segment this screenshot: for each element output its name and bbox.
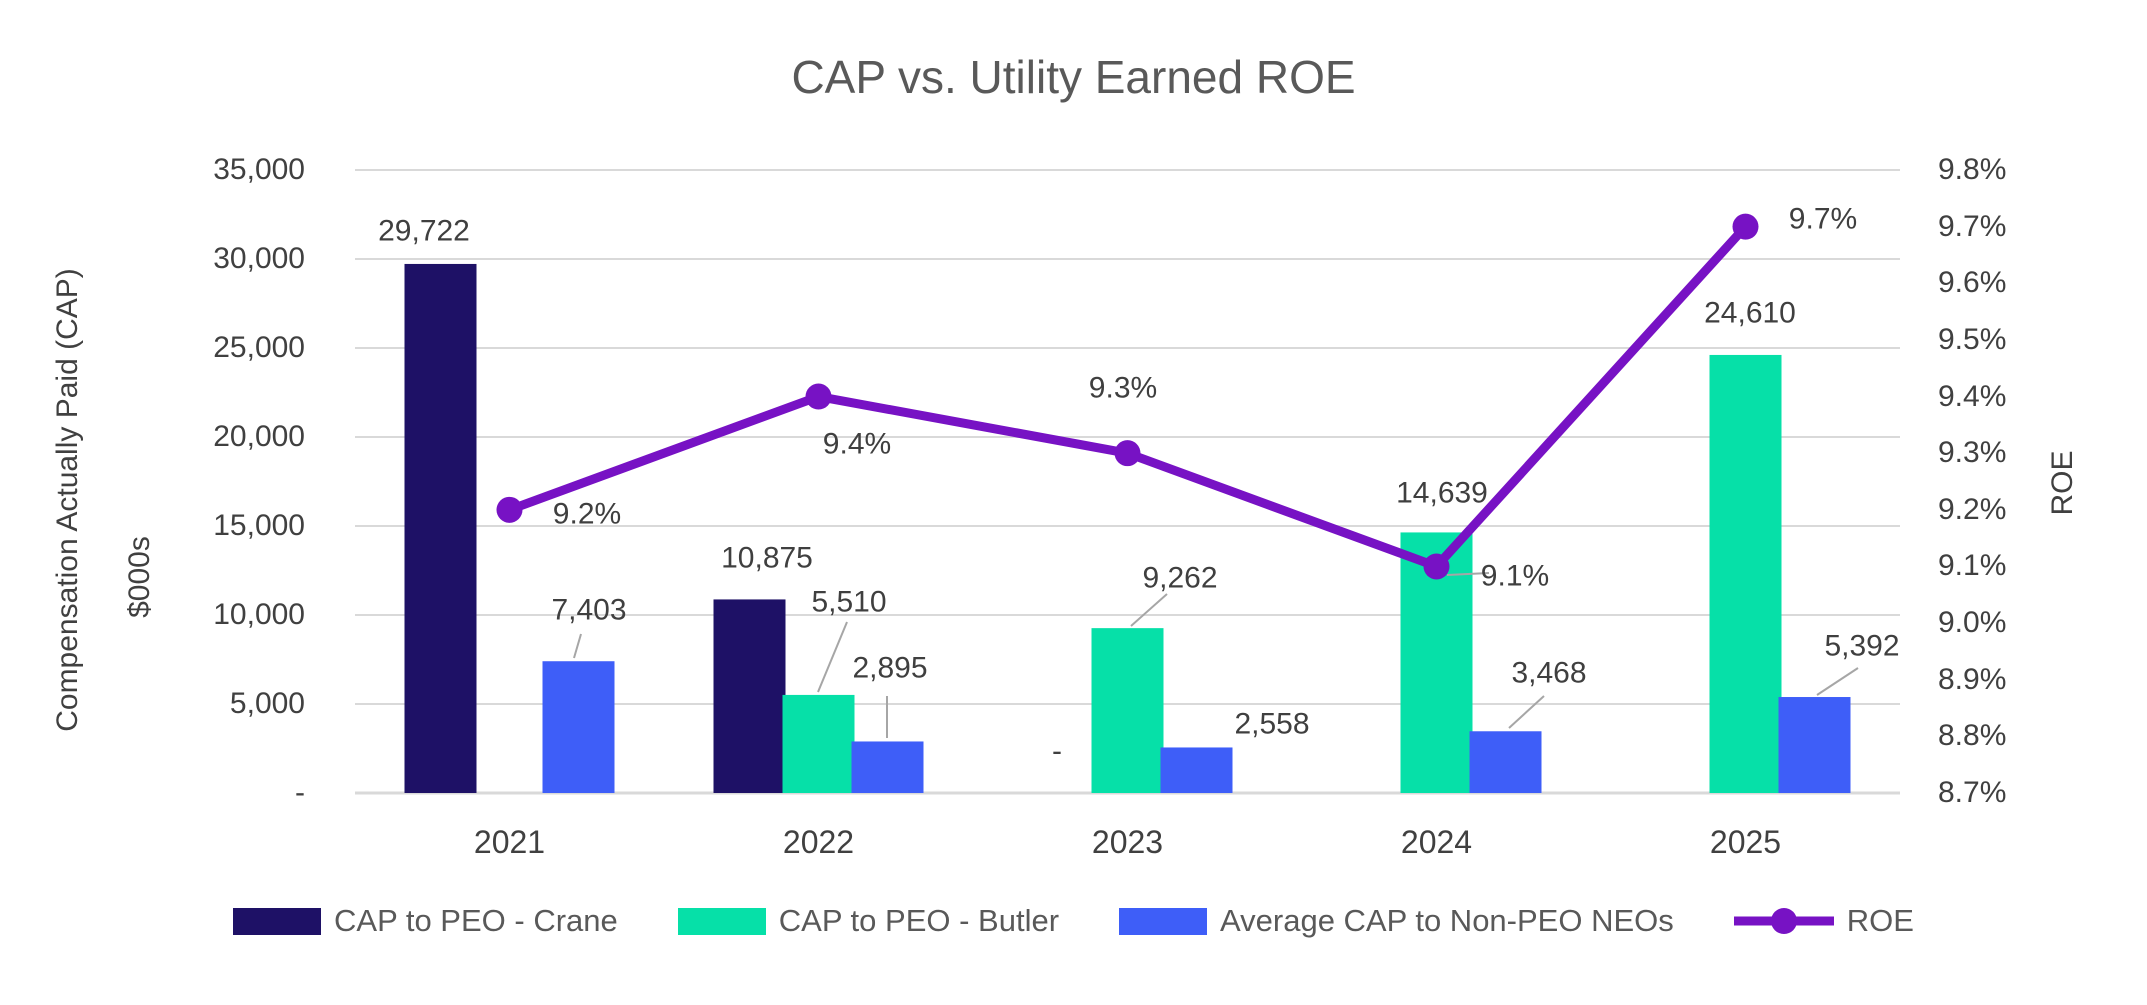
legend-line-marker [1733,908,1834,934]
bar-value-label: 29,722 [378,215,470,248]
legend-item: Average CAP to Non-PEO NEOs [1119,903,1674,939]
bar-2022 [782,694,855,793]
x-axis-label: 2021 [473,824,546,860]
bar-value-label: 9,262 [1142,562,1217,595]
bar-value-label: 5,392 [1824,630,1899,663]
right-axis-tick: 8.7% [1938,775,2007,809]
legend: CAP to PEO - Crane CAP to PEO - Butler Ave… [0,903,2147,939]
label-leader-line [1816,667,1859,696]
x-axis-label: 2023 [1091,824,1164,860]
bar-2022 [851,741,924,793]
label-leader-line [573,633,582,659]
roe-point [496,496,523,523]
left-axis-tick: 10,000 [213,598,305,631]
bar-2023 [1091,628,1164,793]
bar-2025 [1778,697,1851,793]
chart-title: CAP vs. Utility Earned ROE [791,51,1356,103]
roe-value-label: 9.3% [1089,372,1157,405]
roe-point [1732,213,1759,240]
bar-value-label: 2,895 [852,652,927,685]
right-axis-tick: 9.4% [1938,379,2007,413]
left-axis-title: Compensation Actually Paid (CAP) [51,268,84,732]
bar-value-label: 10,875 [721,542,813,575]
bar-value-label: 24,610 [1704,297,1796,330]
bar-value-label: - [1052,735,1062,768]
right-axis-tick: 9.7% [1938,209,2007,243]
legend-label: Average CAP to Non-PEO NEOs [1220,903,1674,938]
legend-swatch [677,907,766,935]
legend-circle [1770,908,1797,934]
label-leader-line [1130,593,1168,627]
roe-point [1114,440,1141,467]
right-axis-title: ROE [2046,450,2079,516]
legend-swatch [233,907,322,935]
bar-2021 [542,661,615,793]
legend-item: CAP to PEO - Crane [233,903,618,939]
roe-value-label: 9.7% [1789,203,1857,236]
left-axis-tick: 25,000 [213,331,305,364]
left-axis-tick: 15,000 [213,509,305,542]
legend-label: CAP to PEO - Butler [778,903,1060,938]
left-axis-tick: - [295,776,305,809]
left-axis-tick: 5,000 [229,687,305,720]
left-axis-tick: 30,000 [213,242,305,275]
roe-point [1423,553,1450,580]
label-leader-line [1446,572,1490,576]
chart-plot: 29,722 10,875 - 5,510 9,262 14,639 24,610 7,403… [355,169,1900,795]
roe-value-label: 9.4% [823,428,891,461]
right-axis-tick: 9.8% [1938,153,2007,186]
legend-swatch [1119,907,1208,935]
right-axis-tick: 9.3% [1938,436,2007,470]
right-axis-tick: 8.8% [1938,719,2007,753]
bar-value-label: 5,510 [811,586,886,619]
x-axis-label: 2022 [782,824,855,860]
roe-value-label: 9.1% [1481,560,1549,593]
legend-label: CAP to PEO - Crane [334,903,618,938]
bar-2021 [404,263,477,794]
bar-2023 [1160,747,1233,793]
roe-point [805,383,832,410]
roe-value-label: 9.2% [553,498,621,531]
legend-item: ROE [1733,903,1914,939]
bar-value-label: 3,468 [1511,657,1586,690]
bar-2024 [1469,731,1542,793]
right-axis-tick: 9.5% [1938,322,2007,356]
bar-value-label: 14,639 [1396,477,1488,510]
label-leader-line [817,621,848,693]
x-axis-label: 2025 [1709,824,1782,860]
right-axis-tick: 9.2% [1938,492,2007,526]
right-axis-tick: 9.6% [1938,266,2007,300]
legend-label: ROE [1846,903,1914,938]
bar-value-label: 7,403 [551,594,626,627]
right-axis-tick: 9.0% [1938,606,2007,640]
label-leader-line [1508,695,1545,729]
legend-item: CAP to PEO - Butler [677,903,1060,939]
bar-2022 [713,599,786,793]
bar-2025 [1709,354,1782,793]
x-axis-label: 2024 [1400,824,1473,860]
left-axis-units: $000s [123,536,156,618]
right-axis-tick: 9.1% [1938,549,2007,583]
right-axis-tick: 8.9% [1938,662,2007,696]
bar-value-label: 2,558 [1234,708,1309,741]
left-axis-tick: 35,000 [213,153,305,186]
left-axis-tick: 20,000 [213,420,305,453]
